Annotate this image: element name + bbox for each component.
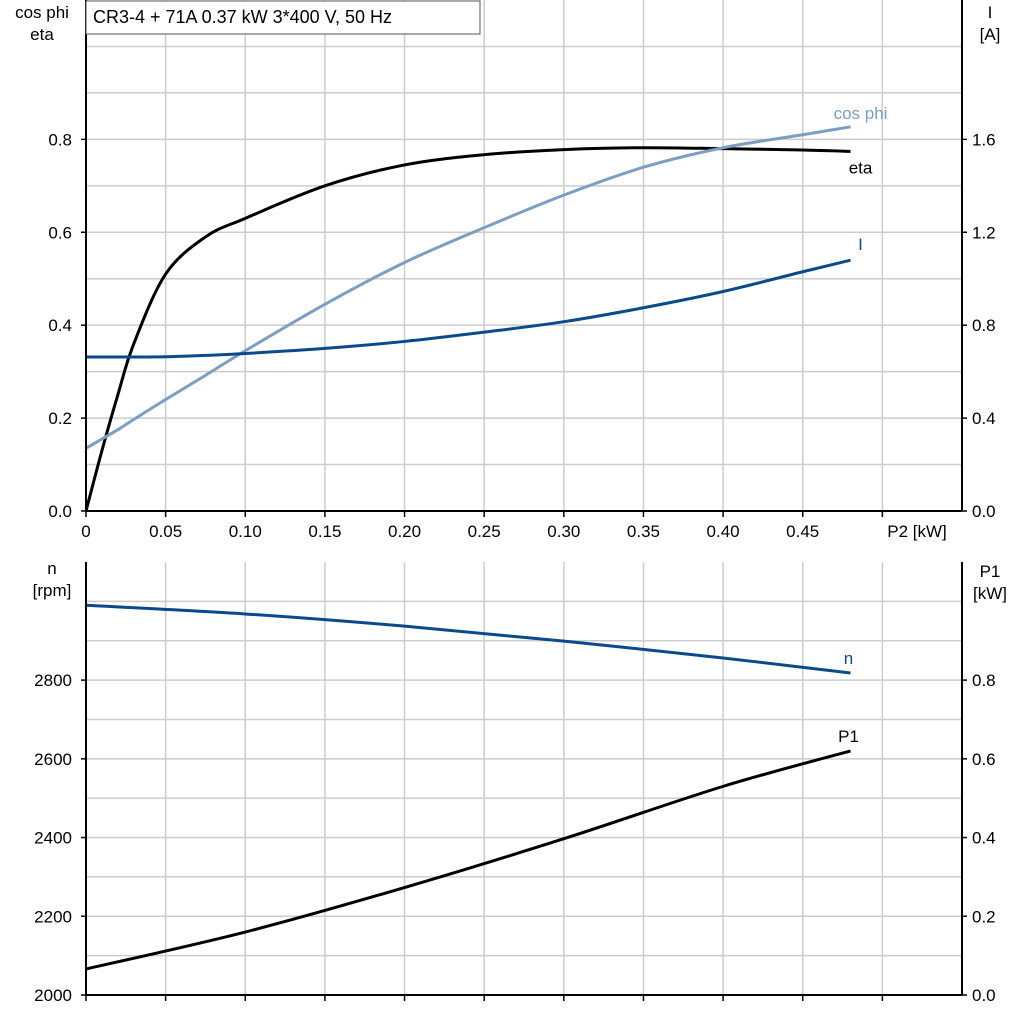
y-left-tick-label: 2800 — [34, 671, 72, 690]
x-tick-label: 0 — [81, 522, 90, 541]
right-axis-label: I — [988, 3, 993, 22]
title-box: CR3-4 + 71A 0.37 kW 3*400 V, 50 Hz — [85, 0, 481, 35]
curve-label-eta: eta — [849, 158, 873, 177]
x-tick-label: 0.40 — [707, 522, 740, 541]
curve-label-P1: P1 — [838, 727, 859, 746]
y-right-tick-label: 0.6 — [972, 750, 996, 769]
curves — [84, 125, 851, 971]
curve-label-cos-phi: cos phi — [834, 104, 888, 123]
y-left-tick-label: 2600 — [34, 750, 72, 769]
curve-cos-phi — [85, 125, 851, 450]
chart-title: CR3-4 + 71A 0.37 kW 3*400 V, 50 Hz — [93, 7, 392, 27]
axes — [81, 0, 967, 1001]
curve-label-I: I — [858, 235, 863, 254]
x-tick-label: 0.05 — [149, 522, 182, 541]
x-axis-label: P2 [kW] — [887, 522, 947, 541]
y-right-tick-label: 0.0 — [972, 502, 996, 521]
right-axis-label: [A] — [980, 25, 1001, 44]
curve-n — [85, 603, 851, 675]
y-left-tick-label: 0.8 — [48, 130, 72, 149]
y-left-tick-label: 2000 — [34, 986, 72, 1005]
labels: 0.0 0.2 0.4 0.6 0.8 0.0 0.4 0.8 1.2 1.6 0 0.05 0.10 0… — [15, 3, 1007, 1005]
y-right-tick-label: 1.6 — [972, 130, 996, 149]
x-tick-label: 0.20 — [388, 522, 421, 541]
curve-eta — [84, 146, 851, 512]
x-tick-label: 0.10 — [229, 522, 262, 541]
y-left-tick-label: 0.4 — [48, 316, 72, 335]
y-left-tick-label: 2400 — [34, 829, 72, 848]
y-right-tick-label: 0.4 — [972, 409, 996, 428]
y-right-tick-label: 0.8 — [972, 671, 996, 690]
y-left-tick-label: 0.2 — [48, 409, 72, 428]
left-axis-label: [rpm] — [33, 581, 72, 600]
x-tick-label: 0.30 — [547, 522, 580, 541]
curve-I — [86, 258, 851, 359]
right-axis-label: P1 — [980, 562, 1001, 581]
y-left-tick-label: 2200 — [34, 907, 72, 926]
left-axis-label: eta — [30, 25, 54, 44]
grid — [86, 0, 963, 995]
y-right-tick-label: 0.4 — [972, 829, 996, 848]
x-tick-label: 0.25 — [468, 522, 501, 541]
y-right-tick-label: 0.0 — [972, 986, 996, 1005]
x-tick-label: 0.45 — [786, 522, 819, 541]
y-right-tick-label: 0.2 — [972, 907, 996, 926]
left-axis-label: cos phi — [15, 3, 69, 22]
y-right-tick-label: 1.2 — [972, 223, 996, 242]
left-axis-label: n — [47, 559, 56, 578]
curve-P1 — [85, 749, 851, 971]
y-right-tick-label: 0.8 — [972, 316, 996, 335]
y-left-tick-label: 0.6 — [48, 223, 72, 242]
x-tick-label: 0.35 — [627, 522, 660, 541]
curve-label-n: n — [844, 649, 853, 668]
y-left-tick-label: 0.0 — [48, 502, 72, 521]
right-axis-label: [kW] — [973, 584, 1007, 603]
x-tick-label: 0.15 — [308, 522, 341, 541]
